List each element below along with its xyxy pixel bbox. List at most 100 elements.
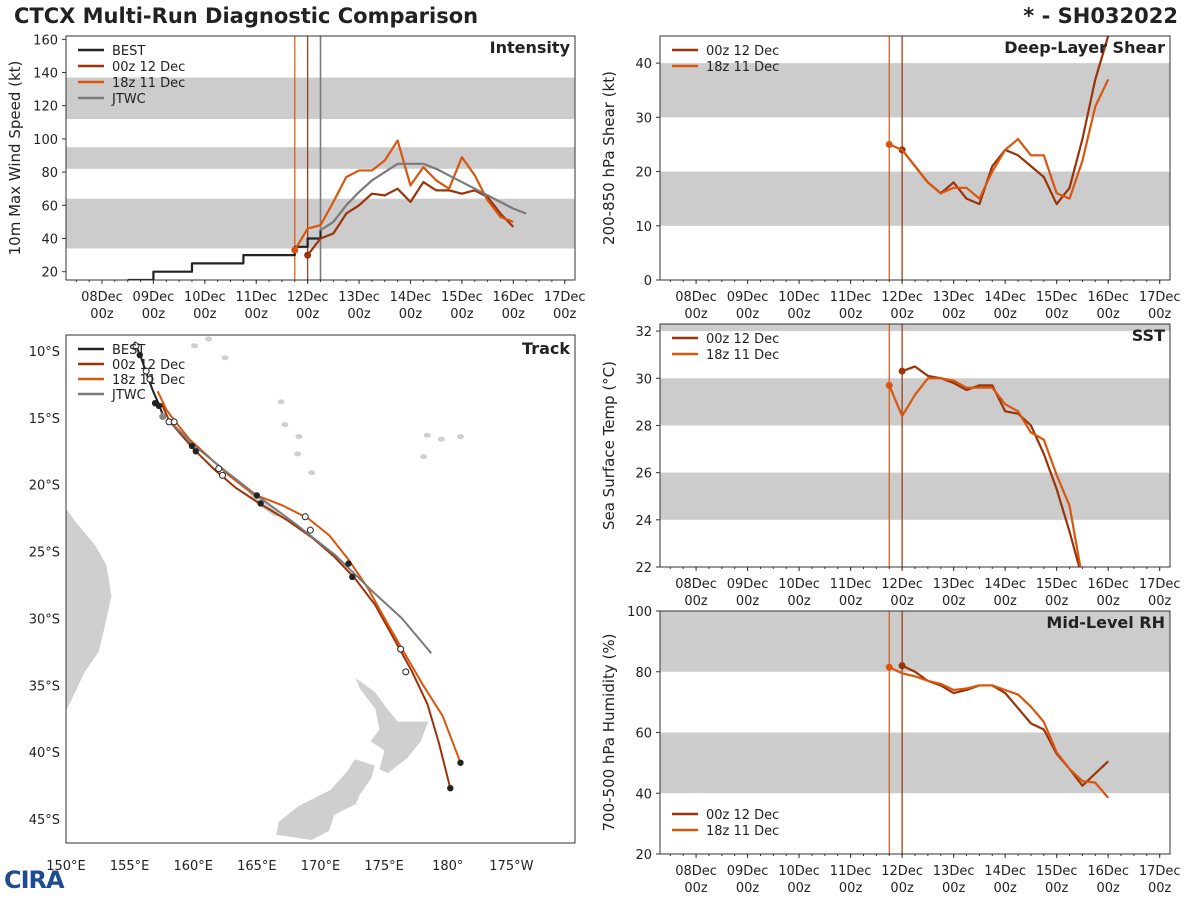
island [191,343,199,349]
x-tick-label: 12Dec [287,290,329,305]
x-tick-label: 12Dec [881,290,923,305]
series-line-run18z [888,377,1082,567]
track-line-jtwc [167,418,432,654]
y-tick-label: 40°S [29,746,60,761]
track-marker-open [402,668,410,676]
x-tick-label: 00z [787,881,811,896]
x-tick-label: 00z [1096,881,1120,896]
x-tick-label: 00z [736,307,760,322]
x-tick-label: 165°E [237,859,277,874]
x-tick-label: 00z [736,594,760,609]
y-tick-label: 160 [33,33,58,48]
x-tick-label: 00z [296,307,320,322]
init-point [291,246,299,254]
new-zealand-south-island [275,758,376,841]
track-marker-open [397,645,405,653]
x-tick-label: 11Dec [830,290,872,305]
legend-label: 00z 12 Dec [112,60,185,75]
y-axis-label: 10m Max Wind Speed (kt) [6,61,24,256]
x-tick-label: 13Dec [933,577,975,592]
storm-id: * - SH032022 [1023,4,1178,28]
track-marker-open [142,367,150,375]
legend-label: 18z 11 Dec [706,824,779,839]
x-tick-label: 00z [553,307,577,322]
track-marker-open [146,375,154,383]
x-tick-label: 160°E [173,859,213,874]
shaded-band [660,378,1170,426]
x-tick-label: 09Dec [133,290,175,305]
y-tick-label: 80 [635,666,652,681]
track-marker-filled [457,759,464,766]
island [277,399,285,405]
y-tick-label: 30°S [29,612,60,627]
y-tick-label: 80 [41,166,58,181]
x-tick-label: 00z [890,307,914,322]
x-tick-label: 16Dec [1087,864,1129,879]
series-line-run18z [888,78,1110,200]
x-tick-label: 08Dec [675,864,717,879]
y-tick-label: 20°S [29,479,60,494]
shaded-band [660,472,1170,520]
y-tick-label: 28 [635,419,652,434]
x-tick-label: 16Dec [1087,290,1129,305]
x-tick-label: 11Dec [830,577,872,592]
x-tick-label: 12Dec [881,864,923,879]
y-tick-label: 30 [635,111,652,126]
x-tick-label: 16Dec [492,290,534,305]
track-marker-filled [136,351,144,359]
track-marker-filled [349,573,356,581]
x-tick-label: 13Dec [338,290,380,305]
x-tick-label: 09Dec [727,864,769,879]
y-tick-label: 100 [33,133,58,148]
plot-area [660,611,1170,854]
x-tick-label: 17Dec [1139,864,1181,879]
track-marker-filled [345,560,352,567]
series-line-run00z [306,180,515,256]
map-area [66,336,464,841]
y-axis-label: Sea Surface Temp (°C) [600,361,618,530]
x-tick-label: 00z [193,307,217,322]
y-tick-label: 60 [635,727,652,742]
x-tick-label: 170°E [301,859,341,874]
x-tick-label: 08Dec [675,290,717,305]
axes-frame [65,334,576,844]
x-tick-label: 00z [839,307,863,322]
panel-title: Track [522,339,570,358]
track-marker-open [170,418,178,426]
y-tick-label: 0 [644,274,652,289]
x-tick-label: 00z [942,307,966,322]
y-axis-label: 200-850 hPa Shear (kt) [600,71,618,245]
x-tick-label: 00z [1045,594,1069,609]
x-tick-label: 175°W [489,859,533,874]
y-axis-label: 700-500 hPa Humidity (%) [600,633,618,831]
plot-area [660,324,1170,567]
x-tick-label: 10Dec [778,864,820,879]
new-zealand-north-island [354,676,430,774]
y-tick-label: 32 [635,325,652,340]
x-tick-label: 00z [1045,307,1069,322]
plot-area [660,36,1170,280]
legend-label: 00z 12 Dec [706,44,779,59]
series-line-jtwc [319,162,527,232]
island [420,454,428,460]
x-tick-label: 15Dec [441,290,483,305]
y-tick-label: 20 [41,266,58,281]
x-tick-label: 16Dec [1087,577,1129,592]
track-marker-filled [447,784,454,792]
island [423,432,431,438]
x-tick-label: 15Dec [1036,864,1078,879]
init-point [898,367,906,375]
x-tick-label: 00z [142,307,166,322]
island [294,451,302,457]
track-marker-filled [155,402,163,410]
track-line-run18z [156,390,462,764]
australia-land [66,507,113,713]
x-tick-label: 14Dec [984,864,1026,879]
x-tick-label: 09Dec [727,290,769,305]
track-marker-filled [253,492,261,499]
x-tick-label: 150°E [46,859,86,874]
legend-label: 00z 12 Dec [706,808,779,823]
track-marker-filled [257,500,264,507]
x-tick-label: 00z [890,594,914,609]
init-point [885,381,893,389]
